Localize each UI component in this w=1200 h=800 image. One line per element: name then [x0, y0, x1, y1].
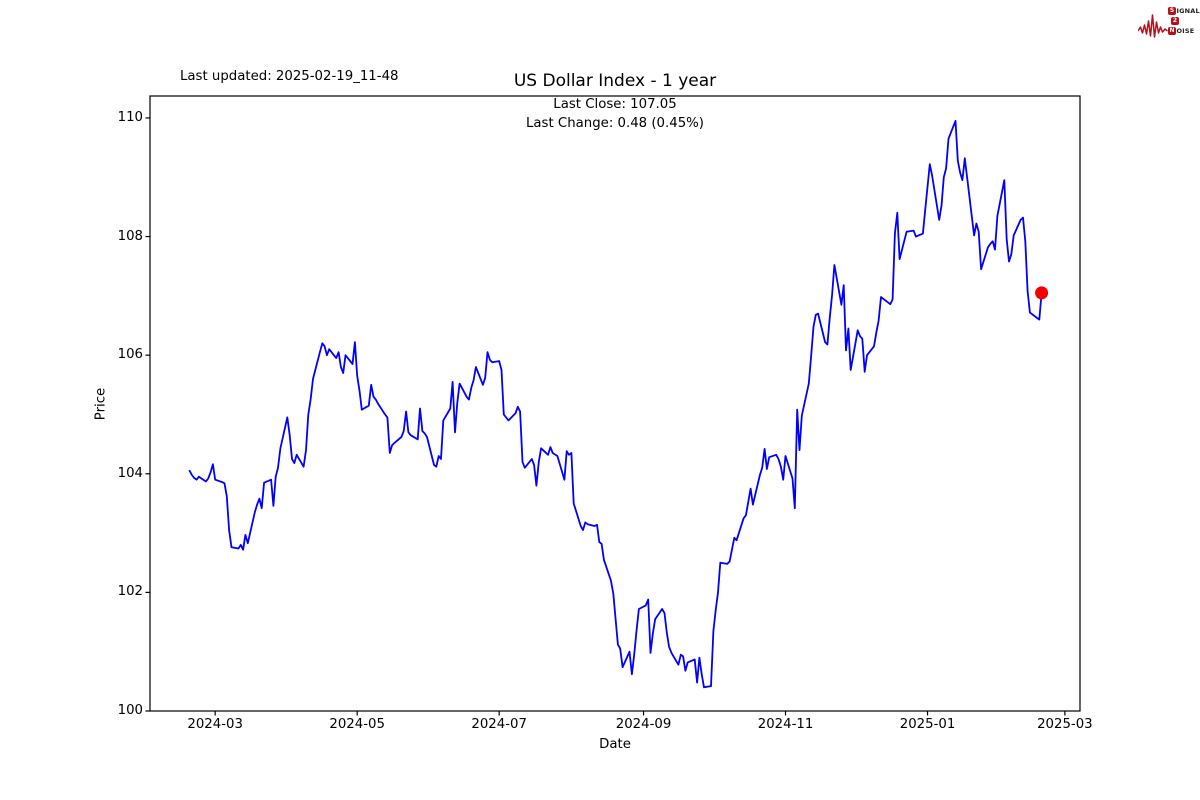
- logo-letter-s: S: [1168, 6, 1176, 15]
- x-axis-label: Date: [599, 737, 631, 752]
- logo-row-signal: S IGNAL: [1168, 6, 1200, 15]
- chart-title: US Dollar Index - 1 year: [513, 71, 717, 91]
- logo-row-2: 2: [1171, 16, 1179, 25]
- signal2noise-logo: S IGNAL 2 N OISE: [1138, 4, 1200, 44]
- last-close-marker: [1035, 286, 1049, 300]
- last-change-text: Last Change: 0.48 (0.45%): [526, 115, 704, 131]
- plot-frame: [149, 95, 1081, 712]
- logo-row-noise: N OISE: [1168, 26, 1194, 35]
- last-close-text: Last Close: 107.05: [553, 97, 677, 112]
- logo-text-ignal: IGNAL: [1176, 6, 1200, 15]
- logo-letter-n: N: [1168, 26, 1176, 35]
- heartbeat-waveform-icon: [1138, 14, 1168, 38]
- last-updated-text: Last updated: 2025-02-19_11-48: [180, 69, 399, 84]
- logo-text-oise: OISE: [1176, 26, 1195, 35]
- price-line: [188, 120, 1043, 689]
- logo-digit-2: 2: [1171, 16, 1179, 25]
